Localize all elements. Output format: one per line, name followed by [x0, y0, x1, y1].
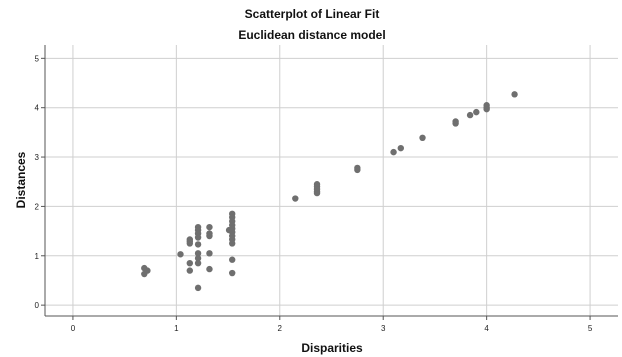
data-point [229, 256, 236, 263]
x-tick-label: 4 [484, 324, 489, 333]
data-point [206, 232, 213, 240]
data-point [206, 265, 213, 273]
x-tick-label: 1 [174, 324, 179, 333]
data-point [194, 250, 202, 257]
data-point [452, 120, 459, 127]
chart-subtitle: Euclidean distance model [238, 28, 385, 42]
data-point [229, 240, 236, 247]
y-tick-label: 3 [35, 153, 40, 162]
data-point [466, 111, 474, 119]
data-point [186, 267, 194, 274]
x-tick-label: 2 [278, 324, 283, 333]
data-point [390, 148, 397, 156]
data-point [473, 108, 480, 116]
data-point [313, 189, 321, 197]
data-point [194, 284, 202, 292]
data-point [483, 105, 490, 113]
y-axis-label: Distances [14, 151, 28, 208]
data-point [354, 166, 361, 174]
data-point [194, 255, 202, 262]
y-tick-label: 5 [35, 54, 40, 63]
y-tick-label: 1 [35, 252, 40, 261]
data-point [194, 241, 202, 248]
point-layer [141, 91, 518, 292]
data-point [397, 144, 404, 152]
data-point [186, 259, 194, 267]
data-point [206, 223, 213, 231]
y-tick-label: 2 [35, 202, 40, 211]
data-point [144, 267, 151, 274]
x-axis-label: Disparities [301, 341, 363, 355]
chart-title: Scatterplot of Linear Fit [245, 7, 380, 21]
tick-layer: 0 1 2 3 4 5 0 1 2 3 4 5 [35, 54, 593, 333]
data-point [194, 234, 202, 241]
y-tick-label: 4 [35, 104, 40, 113]
data-point [419, 134, 426, 142]
x-tick-label: 3 [381, 324, 386, 333]
data-point [511, 91, 518, 98]
data-point [292, 195, 299, 202]
data-point [229, 269, 236, 277]
grid-layer [45, 45, 618, 316]
axis-layer [44, 45, 618, 317]
plot-area [45, 45, 618, 316]
data-point [186, 240, 194, 247]
data-point [194, 259, 202, 267]
data-point [206, 250, 213, 257]
y-tick-label: 0 [35, 301, 40, 310]
x-tick-label: 5 [588, 324, 593, 333]
data-point [177, 251, 184, 258]
x-tick-label: 0 [71, 324, 76, 333]
